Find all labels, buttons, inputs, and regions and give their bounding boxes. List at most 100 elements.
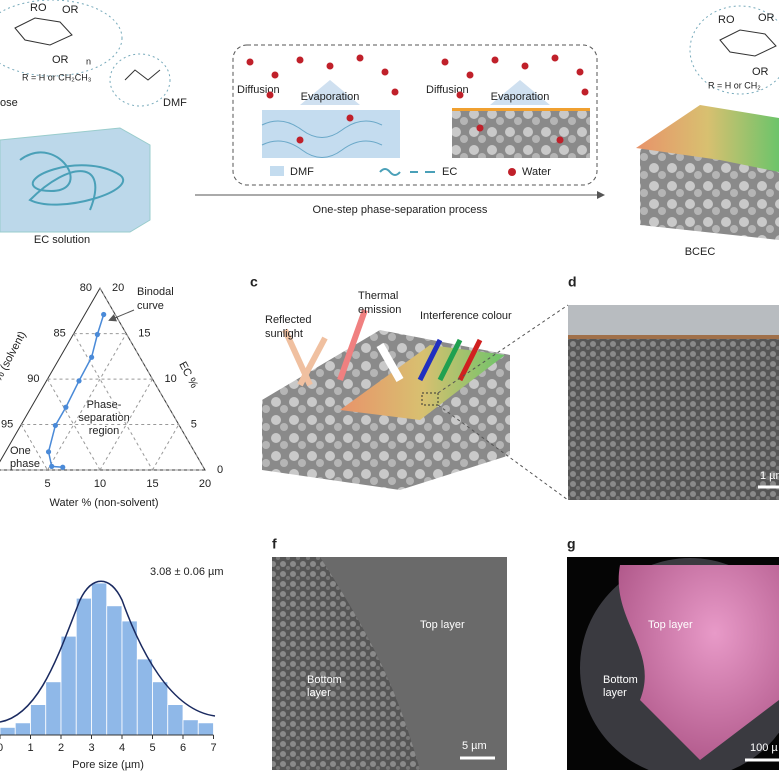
panel-label: d (568, 274, 577, 290)
data-point (101, 311, 107, 318)
chem-label: OR (752, 66, 769, 78)
chem-label: OR (758, 12, 775, 24)
annotation: Bottom (603, 674, 638, 686)
tick-label: 20 (112, 282, 124, 294)
caption: EC solution (34, 234, 90, 246)
water-molecule (576, 68, 584, 76)
chem-label: RO (30, 2, 47, 14)
water-molecule (476, 124, 484, 132)
chains (261, 120, 383, 158)
molecule-bubble (689, 5, 779, 95)
bar (106, 605, 123, 736)
tick-label: 95 (1, 418, 13, 430)
legend-label: EC (442, 166, 457, 178)
annotation: Interference colour (420, 310, 512, 322)
tick-label: 5 (191, 418, 197, 430)
panel-label: f (272, 536, 277, 552)
film (340, 345, 505, 420)
chem-label: n (86, 56, 91, 66)
chem-label: DMF (163, 97, 187, 109)
data-point (60, 464, 66, 470)
tick-label: 90 (27, 373, 39, 385)
bar (14, 722, 31, 736)
ray (337, 308, 368, 382)
annotation: Thermal (358, 290, 398, 302)
data-point (76, 378, 82, 384)
water-molecule (381, 68, 389, 76)
solution-block (0, 127, 151, 233)
panel-c: c Reflected sunlight Thermal emission In… (250, 274, 569, 501)
data-point (94, 331, 100, 338)
annotation: sunlight (265, 328, 303, 340)
scale-label: 100 µ (750, 742, 778, 754)
grid-line (20, 424, 48, 471)
chem-label: RO (718, 14, 735, 26)
panel-label: g (567, 536, 576, 552)
ray (297, 336, 328, 387)
bcec-film (636, 105, 779, 172)
ec-film (452, 108, 590, 111)
bar (197, 722, 214, 736)
bar (182, 719, 199, 736)
water-molecule (581, 88, 589, 96)
bar (136, 658, 153, 736)
data-point (89, 354, 95, 360)
water-molecule (441, 58, 449, 66)
annotation: Phase- (87, 399, 122, 411)
film-edge (568, 335, 779, 339)
chem-label: ose (0, 97, 18, 109)
annotation: Binodal (137, 286, 174, 298)
panel-a: RO OR OR n R = H or CH₂CH₃ ose DMF EC so… (0, 0, 779, 258)
panel-d: d 1 µm (568, 274, 779, 500)
annotation: 3.08 ± 0.06 µm (150, 566, 224, 578)
annotation: curve (137, 300, 164, 312)
legend-swatch (270, 166, 284, 176)
annotation: region (89, 425, 120, 437)
panel-label: c (250, 274, 258, 290)
tick-label: 5 (149, 742, 155, 754)
annotation: phase (10, 458, 40, 470)
grid-line (99, 287, 206, 471)
annotation: emission (358, 304, 401, 316)
tick-label: 15 (138, 328, 150, 340)
ring (719, 29, 777, 57)
legend-label: Water (522, 166, 551, 178)
tick-label: 2 (58, 742, 64, 754)
annotation: layer (307, 687, 331, 699)
axis-title: Water % (non-solvent) (49, 497, 158, 509)
tick-label: 10 (94, 478, 106, 490)
grid-line (47, 333, 127, 471)
tick-label: 5 (44, 478, 50, 490)
annotation: Reflected (265, 314, 311, 326)
scale-label: 5 µm (462, 740, 487, 752)
water-molecule (246, 58, 254, 66)
water-molecule (466, 71, 474, 79)
water-molecule (521, 62, 529, 70)
panel-e: 3.08 ± 0.06 µm Pore size (µm) 0 1 2 3 4 5 6 7 (0, 566, 224, 771)
evaporation: Evaporation (301, 91, 360, 103)
zoom-line (437, 404, 569, 501)
water-molecule (391, 88, 399, 96)
annotation: One (10, 445, 31, 457)
chem-label: R = H or CH₂ (708, 80, 761, 90)
chem-label: R = H or CH₂CH₃ (22, 72, 92, 82)
annotation: Top layer (420, 619, 465, 631)
bar (0, 727, 16, 736)
water-molecule (491, 56, 499, 64)
tick-label: 80 (80, 282, 92, 294)
molecule-bubble (109, 53, 171, 107)
panel-b: MF % (solvent) EC % Water % (non-solvent… (0, 282, 223, 509)
scale-label: 1 µm (760, 470, 779, 482)
evaporation: Evaporation (491, 91, 550, 103)
process-box (232, 44, 598, 186)
water-molecule (556, 136, 564, 144)
axis-title: Pore size (µm) (72, 759, 144, 771)
water-molecule (356, 54, 364, 62)
annotation: Top layer (648, 619, 693, 631)
polymer-chain (19, 151, 125, 211)
water-molecule (296, 56, 304, 64)
ring (14, 17, 73, 46)
annotation: separation (78, 412, 129, 424)
